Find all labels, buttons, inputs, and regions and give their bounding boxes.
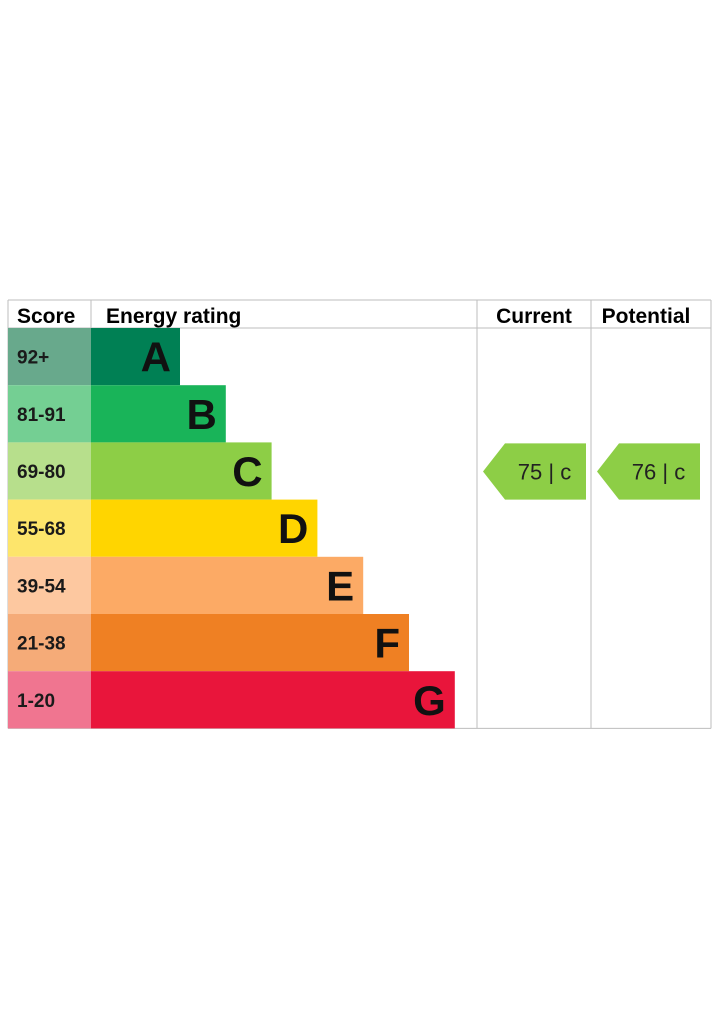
band-bar-g [91, 671, 455, 729]
score-cell-d [8, 499, 91, 557]
band-letter-c: C [232, 448, 262, 495]
score-label-g: 1-20 [17, 691, 55, 712]
score-cell-g [8, 671, 91, 729]
score-cell-f [8, 614, 91, 672]
header-energy-rating: Energy rating [106, 305, 241, 328]
band-letter-d: D [278, 505, 308, 552]
band-letter-e: E [326, 562, 354, 609]
score-label-f: 21-38 [17, 634, 66, 655]
score-cell-e [8, 556, 91, 614]
current-value: 75 | c [518, 460, 571, 485]
band-bar-b [91, 385, 226, 443]
band-letter-f: F [374, 620, 400, 667]
score-label-e: 39-54 [17, 576, 66, 597]
rating-arrows: 75 | c 76 | c [483, 443, 700, 500]
header-score: Score [17, 305, 75, 328]
potential-arrow [597, 443, 700, 500]
band-bar-a [91, 328, 180, 386]
band-letter-b: B [186, 391, 216, 438]
header-potential: Potential [602, 305, 691, 328]
potential-value: 76 | c [632, 460, 685, 485]
band-bar-d [91, 499, 318, 557]
score-cell-c [8, 442, 91, 500]
score-label-c: 69-80 [17, 462, 66, 483]
band-letter-a: A [141, 334, 171, 381]
score-label-b: 81-91 [17, 405, 66, 426]
header-current: Current [496, 305, 572, 328]
band-bar-f [91, 614, 409, 672]
band-bar-c [91, 442, 272, 500]
score-cell-a [8, 328, 91, 386]
score-label-d: 55-68 [17, 519, 66, 540]
current-arrow [483, 443, 586, 500]
band-bar-e [91, 556, 364, 614]
score-cell-b [8, 385, 91, 443]
rating-bands: 92+ A 81-91 B 69-80 C 55-68 D 39-54 E 21-38 F 1-20 G [8, 328, 455, 729]
score-label-a: 92+ [17, 348, 49, 369]
band-letter-g: G [413, 677, 446, 724]
